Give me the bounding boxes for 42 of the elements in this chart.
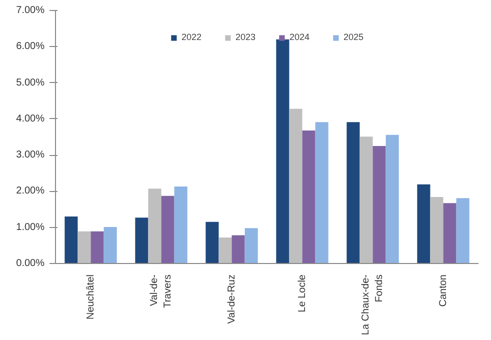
bar <box>206 222 219 264</box>
bar <box>90 231 104 264</box>
bar <box>148 188 162 264</box>
y-tick-label: 5.00% <box>16 77 45 88</box>
bar <box>276 39 290 264</box>
bar <box>78 231 91 264</box>
bar <box>456 198 470 264</box>
bar <box>135 218 148 264</box>
bar <box>372 146 386 264</box>
legend-label: 2025 <box>344 32 364 42</box>
legend-label: 2024 <box>290 32 310 42</box>
x-tick-label: La Chaux-de-Fonds <box>360 274 385 336</box>
x-tick-label: Val-de-Ruz <box>226 274 238 324</box>
bar <box>104 226 117 264</box>
x-tick-label: Canton <box>438 274 449 307</box>
bar <box>346 122 360 264</box>
legend-label: 2022 <box>181 32 202 42</box>
bar <box>64 216 78 264</box>
bar <box>302 130 316 264</box>
bar <box>161 196 174 264</box>
y-tick-label: 4.00% <box>16 113 45 124</box>
bar <box>315 122 328 264</box>
bar <box>430 196 444 264</box>
bar <box>174 186 188 264</box>
bar <box>417 184 430 264</box>
y-tick-label: 1.00% <box>16 222 45 233</box>
y-tick-label: 2.00% <box>16 186 45 197</box>
bar <box>360 136 373 264</box>
bar <box>218 237 232 264</box>
y-tick-label: 0.00% <box>16 258 45 269</box>
bar <box>289 108 302 264</box>
y-tick-label: 3.00% <box>16 150 45 161</box>
bar <box>232 235 245 264</box>
bar <box>386 134 399 264</box>
bar <box>244 228 258 264</box>
legend-label: 2023 <box>235 32 256 42</box>
x-tick-label: Neuchâtel <box>85 274 96 320</box>
y-tick-label: 7.00% <box>16 5 45 16</box>
y-tick-label: 6.00% <box>16 41 45 52</box>
x-tick-label: Val-de-Travers <box>149 274 174 308</box>
x-tick-label: Le Locle <box>296 274 308 312</box>
bar <box>443 203 456 264</box>
